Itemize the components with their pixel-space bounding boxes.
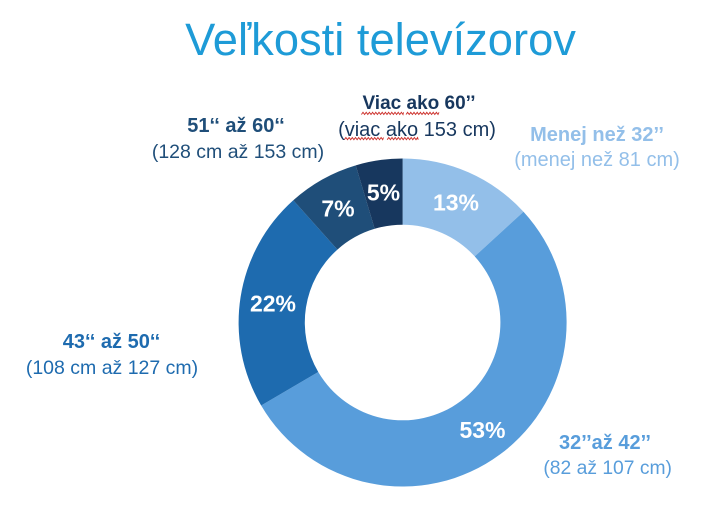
svg-text:22%: 22% [250,291,296,317]
svg-text:53%: 53% [459,417,505,443]
svg-text:7%: 7% [321,196,354,222]
svg-text:5%: 5% [367,180,400,206]
svg-text:13%: 13% [433,190,479,216]
